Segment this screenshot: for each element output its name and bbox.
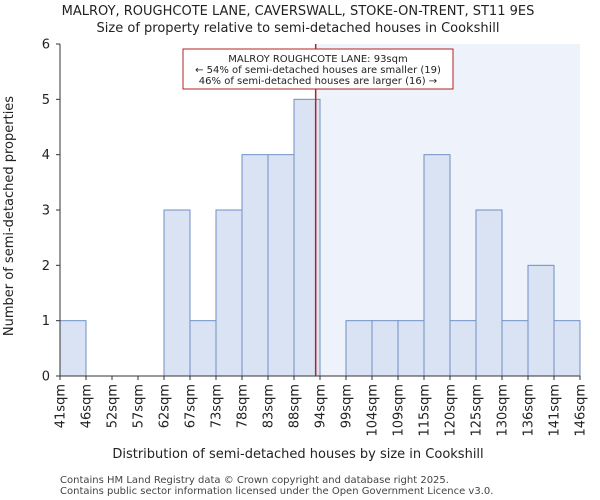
y-tick-label: 3 (42, 204, 50, 219)
bar-115sqm (423, 154, 451, 377)
bar-99sqm (345, 320, 373, 377)
annotation-line-1: MALROY ROUGHCOTE LANE: 93sqm (228, 54, 407, 65)
x-tick-label: 73sqm (210, 384, 225, 428)
bar-41sqm (59, 320, 87, 377)
x-tick-label: 146sqm (574, 384, 589, 437)
x-tick-label: 67sqm (184, 384, 199, 428)
footer-line-1: Contains HM Land Registry data © Crown c… (60, 475, 449, 486)
annotation-line-3: 46% of semi-detached houses are larger (… (199, 76, 437, 87)
bar-136sqm (527, 264, 555, 377)
x-tick-label: 136sqm (522, 384, 537, 437)
x-axis-label: Distribution of semi-detached houses by … (112, 447, 483, 462)
bar-83sqm (267, 154, 295, 377)
annotation-line-2: ← 54% of semi-detached houses are smalle… (195, 65, 441, 76)
x-tick-label: 104sqm (366, 384, 381, 437)
y-tick-label: 0 (42, 370, 50, 385)
y-tick-label: 2 (42, 259, 50, 274)
bar-130sqm (501, 320, 529, 377)
x-tick-label: 46sqm (80, 384, 95, 428)
bar-120sqm (449, 320, 477, 377)
y-axis-label: Number of semi-detached properties (2, 96, 17, 336)
x-tick-label: 99sqm (340, 384, 355, 428)
bar-67sqm (189, 320, 217, 377)
bar-73sqm (215, 209, 243, 377)
y-tick-label: 6 (42, 38, 50, 53)
bar-109sqm (397, 320, 425, 377)
x-tick-label: 141sqm (548, 384, 563, 437)
x-tick-label: 62sqm (158, 384, 173, 428)
annotation-box (182, 48, 454, 90)
bar-125sqm (475, 209, 503, 377)
x-tick-label: 115sqm (418, 384, 433, 437)
bar-141sqm (553, 320, 581, 377)
chart-title: MALROY, ROUGHCOTE LANE, CAVERSWALL, STOK… (62, 4, 535, 19)
x-tick-label: 130sqm (496, 384, 511, 437)
x-tick-label: 109sqm (392, 384, 407, 437)
x-tick-label: 120sqm (444, 384, 459, 437)
x-tick-label: 78sqm (236, 384, 251, 428)
x-tick-label: 52sqm (106, 384, 121, 428)
x-tick-label: 83sqm (262, 384, 277, 428)
y-tick-label: 4 (42, 148, 50, 163)
x-tick-label: 41sqm (54, 384, 69, 428)
y-tick-label: 5 (42, 93, 50, 108)
footer-line-2: Contains public sector information licen… (60, 486, 493, 497)
x-tick-label: 125sqm (470, 384, 485, 437)
property-annotation: MALROY ROUGHCOTE LANE: 93sqm ← 54% of se… (182, 48, 454, 90)
bar-62sqm (163, 209, 191, 377)
x-tick-label: 57sqm (132, 384, 147, 428)
bar-104sqm (371, 320, 399, 377)
chart-subtitle: Size of property relative to semi-detach… (97, 21, 500, 36)
y-tick-label: 1 (42, 314, 50, 329)
bar-78sqm (241, 154, 269, 377)
x-tick-label: 88sqm (288, 384, 303, 428)
x-tick-label: 94sqm (314, 384, 329, 428)
